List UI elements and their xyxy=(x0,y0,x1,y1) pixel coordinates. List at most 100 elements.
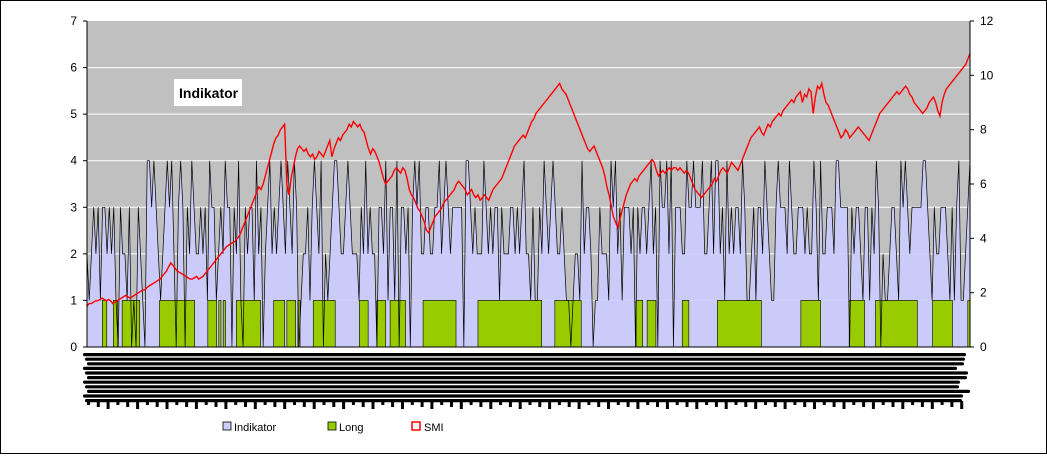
x-label-tail xyxy=(587,401,591,405)
x-label-tail xyxy=(646,401,650,405)
x-label-tail xyxy=(106,401,110,409)
x-label-tail xyxy=(960,401,964,409)
right-tick-label: 10 xyxy=(980,68,994,82)
x-label-tail xyxy=(459,401,463,409)
chart-title: Indikator xyxy=(179,85,239,101)
x-label-tail xyxy=(832,401,836,407)
x-label-tail xyxy=(714,401,718,407)
right-axis-ticks: 0 2 4 6 8 10 12 xyxy=(970,14,994,354)
x-label-band xyxy=(87,376,967,380)
left-tick-label: 1 xyxy=(70,293,77,307)
x-label-tail xyxy=(224,401,228,409)
x-label-tail xyxy=(194,401,198,409)
right-tick-label: 4 xyxy=(980,231,987,245)
x-label-tail xyxy=(783,401,787,409)
x-label-tail xyxy=(528,401,532,405)
x-label-tail xyxy=(322,401,326,405)
x-label-tail xyxy=(911,401,915,405)
x-label-tail xyxy=(813,401,816,409)
right-tick-label: 6 xyxy=(980,177,987,191)
x-label-band xyxy=(85,385,959,389)
chart-title-box: Indikator xyxy=(174,79,242,106)
right-tick-label: 2 xyxy=(980,286,987,300)
x-label-tail xyxy=(469,401,473,405)
x-label-tail xyxy=(371,401,375,409)
x-label-tail xyxy=(204,401,208,405)
x-label-tail xyxy=(734,401,738,405)
right-tick-label: 0 xyxy=(980,340,987,354)
x-label-tail xyxy=(607,401,610,409)
x-label-band xyxy=(85,357,965,361)
x-label-tail xyxy=(724,401,728,409)
x-label-tail xyxy=(361,401,365,407)
x-label-tail xyxy=(616,401,620,405)
indikator-series-outline xyxy=(86,160,971,348)
left-tick-label: 3 xyxy=(70,200,77,214)
x-label-tail xyxy=(744,401,748,407)
x-label-tail xyxy=(920,401,924,407)
x-label-tail xyxy=(420,401,424,407)
left-tick-label: 7 xyxy=(70,14,77,28)
x-label-tail xyxy=(567,401,571,407)
legend-swatch-long xyxy=(327,421,337,431)
x-label-tail xyxy=(302,401,306,407)
x-label-tail xyxy=(332,401,336,407)
left-axis-ticks: 0 1 2 3 4 5 6 7 xyxy=(70,14,87,354)
left-tick-label: 5 xyxy=(70,107,77,121)
x-label-tail xyxy=(538,401,542,407)
x-label-tail xyxy=(96,401,100,407)
x-label-tail xyxy=(940,401,944,405)
x-label-tail xyxy=(273,401,277,407)
x-label-band xyxy=(87,362,964,366)
x-label-tail xyxy=(577,401,581,409)
x-label-tail xyxy=(508,401,512,407)
x-label-tail xyxy=(695,401,699,409)
x-label-tail xyxy=(263,401,267,405)
x-label-tail xyxy=(901,401,905,409)
left-tick-label: 2 xyxy=(70,247,77,261)
x-label-tail xyxy=(116,401,120,405)
x-label-tail xyxy=(656,401,659,407)
left-tick-label: 0 xyxy=(70,340,77,354)
x-label-tail xyxy=(665,401,669,409)
x-label-tail xyxy=(391,401,395,407)
x-label-tail xyxy=(351,401,355,405)
x-label-tail xyxy=(145,401,149,405)
legend-label-long: Long xyxy=(339,422,363,434)
x-label-tail xyxy=(244,401,247,407)
x-label-tail xyxy=(842,401,846,409)
x-label-tail xyxy=(793,401,797,405)
x-label-tail xyxy=(871,401,875,409)
x-label-tail xyxy=(136,401,140,409)
legend-label-smi: SMI xyxy=(424,422,444,434)
x-label-tail xyxy=(185,401,189,407)
x-label-tail xyxy=(489,401,493,409)
x-label-tail xyxy=(548,401,552,409)
legend: Indikator Long SMI xyxy=(222,421,444,434)
legend-label-indikator: Indikator xyxy=(234,422,277,434)
x-label-tail xyxy=(636,401,640,409)
indikator-series-area xyxy=(87,160,970,347)
x-label-band xyxy=(83,380,960,384)
right-tick-label: 8 xyxy=(980,123,987,137)
x-label-tail xyxy=(773,401,777,407)
smi-line xyxy=(86,53,971,307)
x-label-tail xyxy=(440,401,444,405)
x-label-tail xyxy=(685,401,689,407)
x-label-tail xyxy=(126,401,130,407)
x-label-tail xyxy=(214,401,218,407)
legend-item-smi: SMI xyxy=(411,421,444,434)
x-label-tail xyxy=(155,401,159,407)
x-label-tail xyxy=(87,401,90,405)
x-label-tail xyxy=(253,401,257,409)
x-label-tail xyxy=(518,401,522,409)
x-label-tail xyxy=(165,401,169,409)
x-label-tail xyxy=(891,401,895,407)
x-label-tail xyxy=(822,401,826,405)
left-tick-label: 6 xyxy=(70,61,77,75)
x-label-tail xyxy=(283,401,287,409)
x-label-tail xyxy=(293,401,296,405)
x-label-tail xyxy=(557,401,561,405)
